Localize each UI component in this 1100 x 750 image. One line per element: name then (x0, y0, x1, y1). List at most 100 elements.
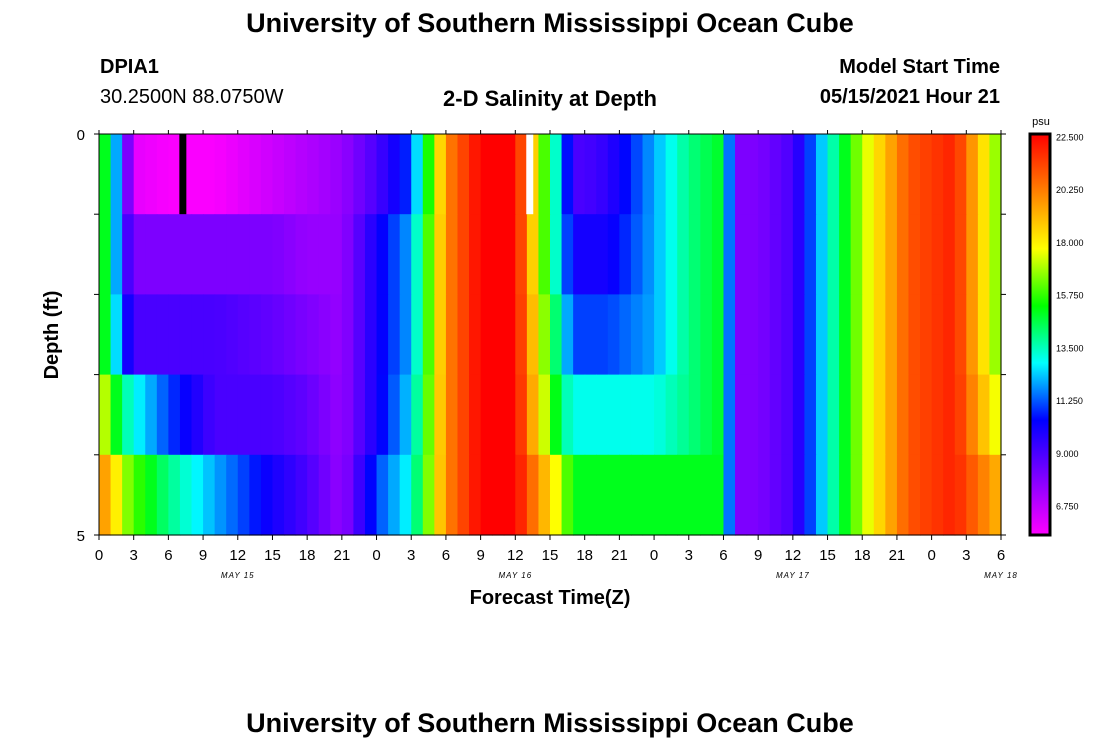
heatmap-cell (364, 374, 378, 456)
colorbar-labels: 22.500 20.250 18.000 15.750 13.500 11.250 9.00… (1056, 132, 1084, 511)
heatmap-cell (133, 374, 146, 456)
heatmap-cell (480, 374, 493, 456)
heatmap-cell (665, 374, 678, 456)
model-start-value: 05/15/2021 Hour 21 (819, 86, 1000, 108)
heatmap-cell (781, 214, 794, 295)
heatmap-cell (318, 214, 331, 295)
heatmap-cell (573, 214, 586, 295)
heatmap-cell (272, 134, 285, 215)
heatmap-cell (515, 454, 528, 536)
heatmap-cell (538, 454, 551, 536)
heatmap-cell (954, 374, 967, 456)
heatmap-cell (850, 134, 863, 215)
heatmap-cell (191, 374, 204, 456)
heatmap-cell (954, 134, 967, 215)
heatmap-cell (203, 454, 216, 536)
heatmap-cell (607, 214, 620, 295)
heatmap-cell (862, 214, 875, 295)
heatmap-cell (943, 454, 956, 536)
colorbar-label: 9.000 (1056, 449, 1079, 459)
heatmap-cell (688, 294, 701, 376)
x-tick-label: 6 (164, 547, 172, 564)
heatmap-cell (642, 214, 655, 295)
heatmap-cell (561, 134, 574, 215)
heatmap-cell (665, 454, 678, 536)
heatmap-cell (966, 134, 979, 215)
x-tick-label: 6 (719, 547, 727, 564)
heatmap-cell (977, 454, 991, 536)
heatmap-cell (688, 134, 701, 215)
heatmap-cell (711, 214, 725, 295)
heatmap-cell (642, 294, 655, 376)
heatmap-cell (966, 294, 979, 376)
heatmap-cell (457, 294, 470, 376)
heatmap-cell (156, 214, 169, 295)
heatmap-cell (550, 134, 563, 215)
heatmap-cell (526, 294, 540, 376)
heatmap-cell (526, 454, 540, 536)
heatmap-cell (711, 374, 725, 456)
heatmap-cell (272, 374, 285, 456)
heatmap-cell (203, 134, 216, 215)
heatmap-cell (723, 454, 736, 536)
y-axis-label: Depth (ft) (41, 291, 63, 380)
heatmap-cell (399, 134, 412, 215)
heatmap-cell (711, 134, 725, 215)
heatmap-cell (260, 294, 274, 376)
heatmap-cell (700, 454, 713, 536)
y-tick-label: 0 (77, 127, 85, 144)
heatmap-cell (492, 214, 505, 295)
x-tick-label: 0 (650, 547, 658, 564)
heatmap-cell (480, 134, 493, 215)
heatmap-cell (943, 214, 956, 295)
page-title: University of Southern Mississippi Ocean… (246, 8, 854, 38)
heatmap-cell (145, 294, 158, 376)
heatmap-cell (642, 454, 655, 536)
heatmap-cell (307, 214, 320, 295)
heatmap-cell (735, 214, 748, 295)
heatmap-cell (364, 214, 378, 295)
heatmap-cell (434, 374, 447, 456)
heatmap-cell (850, 374, 863, 456)
heatmap-cell (503, 454, 516, 536)
heatmap-cell (295, 294, 308, 376)
heatmap-cell (862, 294, 875, 376)
heatmap-cell (388, 294, 401, 376)
heatmap-cell (457, 374, 470, 456)
heatmap-cell (434, 134, 447, 215)
heatmap-cell (295, 134, 308, 215)
date-label: MAY 15 (221, 571, 255, 580)
heatmap-cell (573, 134, 586, 215)
colorbar-label: 13.500 (1056, 343, 1084, 353)
heatmap-cell (908, 214, 921, 295)
heatmap-cell (457, 134, 470, 215)
heatmap-cell (931, 134, 944, 215)
heatmap-cell (364, 294, 378, 376)
heatmap-cell (873, 214, 886, 295)
heatmap-cell (746, 454, 759, 536)
heatmap-cell (318, 294, 331, 376)
heatmap-cell (538, 294, 551, 376)
heatmap-cell (596, 454, 609, 536)
heatmap-cell (989, 134, 1002, 215)
heatmap-cell (156, 134, 169, 215)
colorbar-label: 11.250 (1056, 396, 1083, 406)
heatmap-cell (411, 294, 424, 376)
heatmap-cell (596, 374, 609, 456)
heatmap-cell (630, 214, 644, 295)
heatmap-cell (746, 374, 759, 456)
heatmap-cell (168, 214, 181, 295)
heatmap-cell (422, 294, 435, 376)
heatmap-cell (862, 454, 875, 536)
colorbar-unit: psu (1032, 116, 1050, 128)
heatmap-cell (191, 214, 204, 295)
heatmap-cell (515, 214, 528, 295)
colorbar-label: 18.000 (1056, 238, 1084, 248)
heatmap-cell (619, 294, 632, 376)
heatmap-cell (411, 454, 424, 536)
heatmap-cell (260, 134, 274, 215)
heatmap-cell (388, 134, 401, 215)
heatmap-cell (735, 294, 748, 376)
heatmap-cell (688, 454, 701, 536)
